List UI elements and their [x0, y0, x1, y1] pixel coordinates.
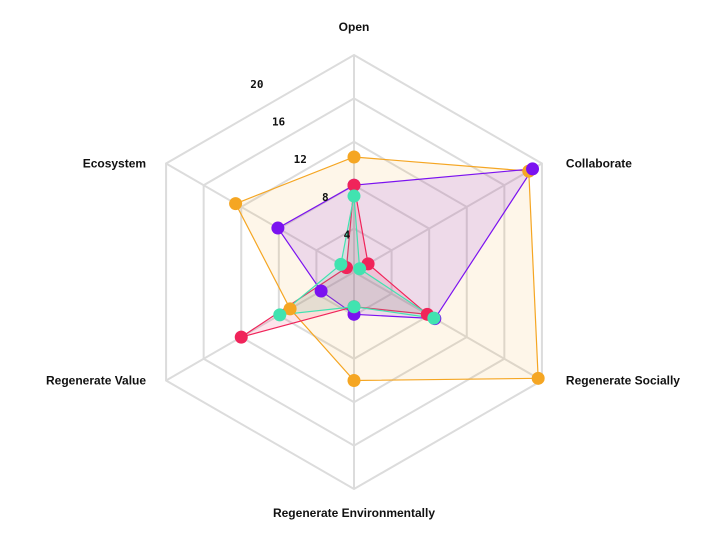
series-point: [334, 257, 348, 271]
series-point: [314, 284, 328, 298]
series-point: [271, 221, 285, 235]
grid-spoke: [353, 162, 543, 273]
series-point: [273, 308, 287, 322]
series-point: [353, 262, 367, 276]
series-point: [229, 197, 243, 211]
axis-label: Ecosystem: [83, 157, 146, 171]
axis-label: Collaborate: [566, 157, 632, 171]
axis-label: Open: [339, 20, 370, 34]
tick-layer: 4 8 12 16 20: [250, 78, 350, 241]
tick-label: 4: [344, 228, 351, 241]
series-point: [427, 311, 441, 325]
axis-label-layer: Open Collaborate Regenerate Socially Regene…: [46, 20, 680, 520]
axis-label: Regenerate Environmentally: [273, 506, 435, 520]
series-point: [283, 302, 297, 316]
axis-label: Regenerate Value: [46, 374, 146, 388]
axis-label: Regenerate Socially: [566, 374, 680, 388]
series-point: [347, 178, 361, 192]
grid-spoke: [353, 271, 543, 382]
series-point: [347, 150, 361, 164]
series-point: [531, 371, 545, 385]
series-point: [526, 162, 540, 176]
grid-layer: [165, 53, 543, 491]
tick-label: 8: [322, 191, 329, 204]
series-layer: [229, 150, 545, 387]
tick-label: 12: [294, 153, 307, 166]
series-point: [347, 189, 361, 203]
tick-label: 16: [272, 116, 286, 129]
series-point: [347, 300, 361, 314]
series-point: [234, 330, 248, 344]
tick-label: 20: [250, 78, 263, 91]
series-point: [347, 374, 361, 387]
grid-spoke: [165, 162, 355, 273]
